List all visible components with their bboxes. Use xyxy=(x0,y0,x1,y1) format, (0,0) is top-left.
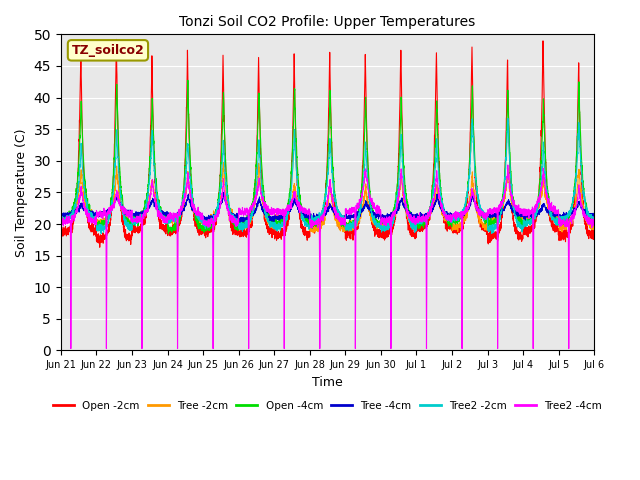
Open -4cm xyxy=(503,128,511,133)
Title: Tonzi Soil CO2 Profile: Upper Temperatures: Tonzi Soil CO2 Profile: Upper Temperatur… xyxy=(179,15,476,29)
Line: Tree -4cm: Tree -4cm xyxy=(61,192,630,222)
Tree -4cm xyxy=(494,211,502,217)
Tree -4cm xyxy=(478,212,486,217)
Open -2cm xyxy=(494,228,502,233)
Tree -4cm xyxy=(469,189,477,195)
Tree -4cm xyxy=(243,219,251,225)
Open -4cm xyxy=(494,214,502,220)
Tree -4cm xyxy=(425,207,433,213)
Open -4cm xyxy=(478,206,486,212)
Tree2 -4cm xyxy=(626,215,634,220)
Tree2 -4cm xyxy=(67,346,75,351)
X-axis label: Time: Time xyxy=(312,376,343,389)
Tree -4cm xyxy=(57,210,65,216)
Open -2cm xyxy=(113,36,120,42)
Tree2 -2cm xyxy=(425,213,433,219)
Text: TZ_soilco2: TZ_soilco2 xyxy=(72,44,144,57)
Open -2cm xyxy=(436,193,444,199)
Line: Tree2 -4cm: Tree2 -4cm xyxy=(61,165,630,348)
Tree2 -2cm xyxy=(57,220,65,226)
Line: Open -2cm: Open -2cm xyxy=(61,39,630,247)
Tree -4cm xyxy=(155,207,163,213)
Tree2 -2cm xyxy=(436,190,444,195)
Open -4cm xyxy=(426,209,433,215)
Open -4cm xyxy=(184,77,192,83)
Tree2 -4cm xyxy=(155,209,163,215)
Tree -2cm xyxy=(310,230,317,236)
Tree -2cm xyxy=(426,215,433,221)
Tree -2cm xyxy=(478,221,486,227)
Tree2 -2cm xyxy=(477,209,485,215)
Tree2 -4cm xyxy=(425,211,433,217)
Open -4cm xyxy=(57,214,65,220)
Tree2 -2cm xyxy=(97,231,105,237)
Open -2cm xyxy=(57,227,65,233)
Tree -4cm xyxy=(626,215,634,221)
Y-axis label: Soil Temperature (C): Soil Temperature (C) xyxy=(15,128,28,257)
Tree2 -4cm xyxy=(436,199,444,204)
Tree -2cm xyxy=(57,216,65,221)
Tree2 -2cm xyxy=(504,115,512,121)
Open -4cm xyxy=(155,201,163,207)
Tree -4cm xyxy=(503,200,511,205)
Tree -4cm xyxy=(436,201,444,207)
Open -2cm xyxy=(156,218,163,224)
Open -4cm xyxy=(164,230,172,236)
Line: Open -4cm: Open -4cm xyxy=(61,80,630,233)
Tree2 -2cm xyxy=(626,217,634,223)
Open -4cm xyxy=(436,185,444,191)
Tree2 -2cm xyxy=(502,148,510,154)
Tree2 -4cm xyxy=(494,216,502,221)
Line: Tree2 -2cm: Tree2 -2cm xyxy=(61,118,630,234)
Tree2 -2cm xyxy=(155,204,163,210)
Open -4cm xyxy=(626,215,634,220)
Tree -2cm xyxy=(220,159,227,165)
Line: Tree -2cm: Tree -2cm xyxy=(61,162,630,233)
Tree -2cm xyxy=(494,213,502,219)
Tree2 -4cm xyxy=(502,181,510,187)
Open -2cm xyxy=(426,213,433,218)
Tree2 -4cm xyxy=(57,219,65,225)
Open -2cm xyxy=(478,223,486,229)
Tree2 -4cm xyxy=(504,162,512,168)
Tree -2cm xyxy=(436,205,444,211)
Open -2cm xyxy=(96,244,104,250)
Open -2cm xyxy=(503,100,511,106)
Tree -2cm xyxy=(503,175,511,180)
Tree -2cm xyxy=(155,210,163,216)
Legend: Open -2cm, Tree -2cm, Open -4cm, Tree -4cm, Tree2 -2cm, Tree2 -4cm: Open -2cm, Tree -2cm, Open -4cm, Tree -4… xyxy=(49,396,606,415)
Tree -2cm xyxy=(626,220,634,226)
Tree2 -4cm xyxy=(477,210,485,216)
Tree2 -2cm xyxy=(494,221,502,227)
Open -2cm xyxy=(626,222,634,228)
